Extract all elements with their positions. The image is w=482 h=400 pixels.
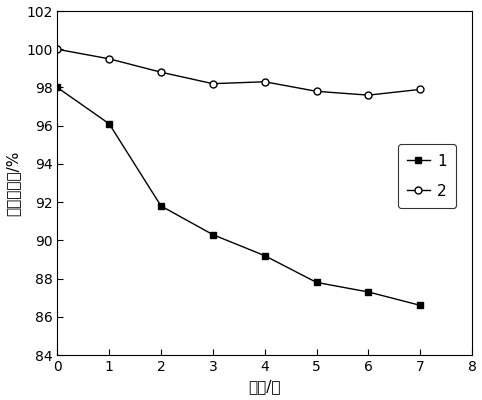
1 [365, 290, 371, 294]
1 [262, 253, 268, 258]
Y-axis label: 浆料悬浮率/%: 浆料悬浮率/% [6, 150, 21, 216]
Line: 1: 1 [54, 84, 424, 309]
2 [107, 56, 112, 61]
Line: 2: 2 [54, 46, 424, 99]
2 [158, 70, 164, 75]
1 [107, 122, 112, 126]
1 [158, 204, 164, 208]
X-axis label: 时间/天: 时间/天 [248, 380, 281, 394]
2 [365, 93, 371, 98]
2 [314, 89, 320, 94]
2 [262, 79, 268, 84]
1 [210, 232, 216, 237]
2 [54, 47, 60, 52]
Legend: 1, 2: 1, 2 [398, 144, 456, 208]
2 [417, 87, 423, 92]
1 [314, 280, 320, 285]
1 [417, 303, 423, 308]
2 [210, 81, 216, 86]
1 [54, 85, 60, 90]
